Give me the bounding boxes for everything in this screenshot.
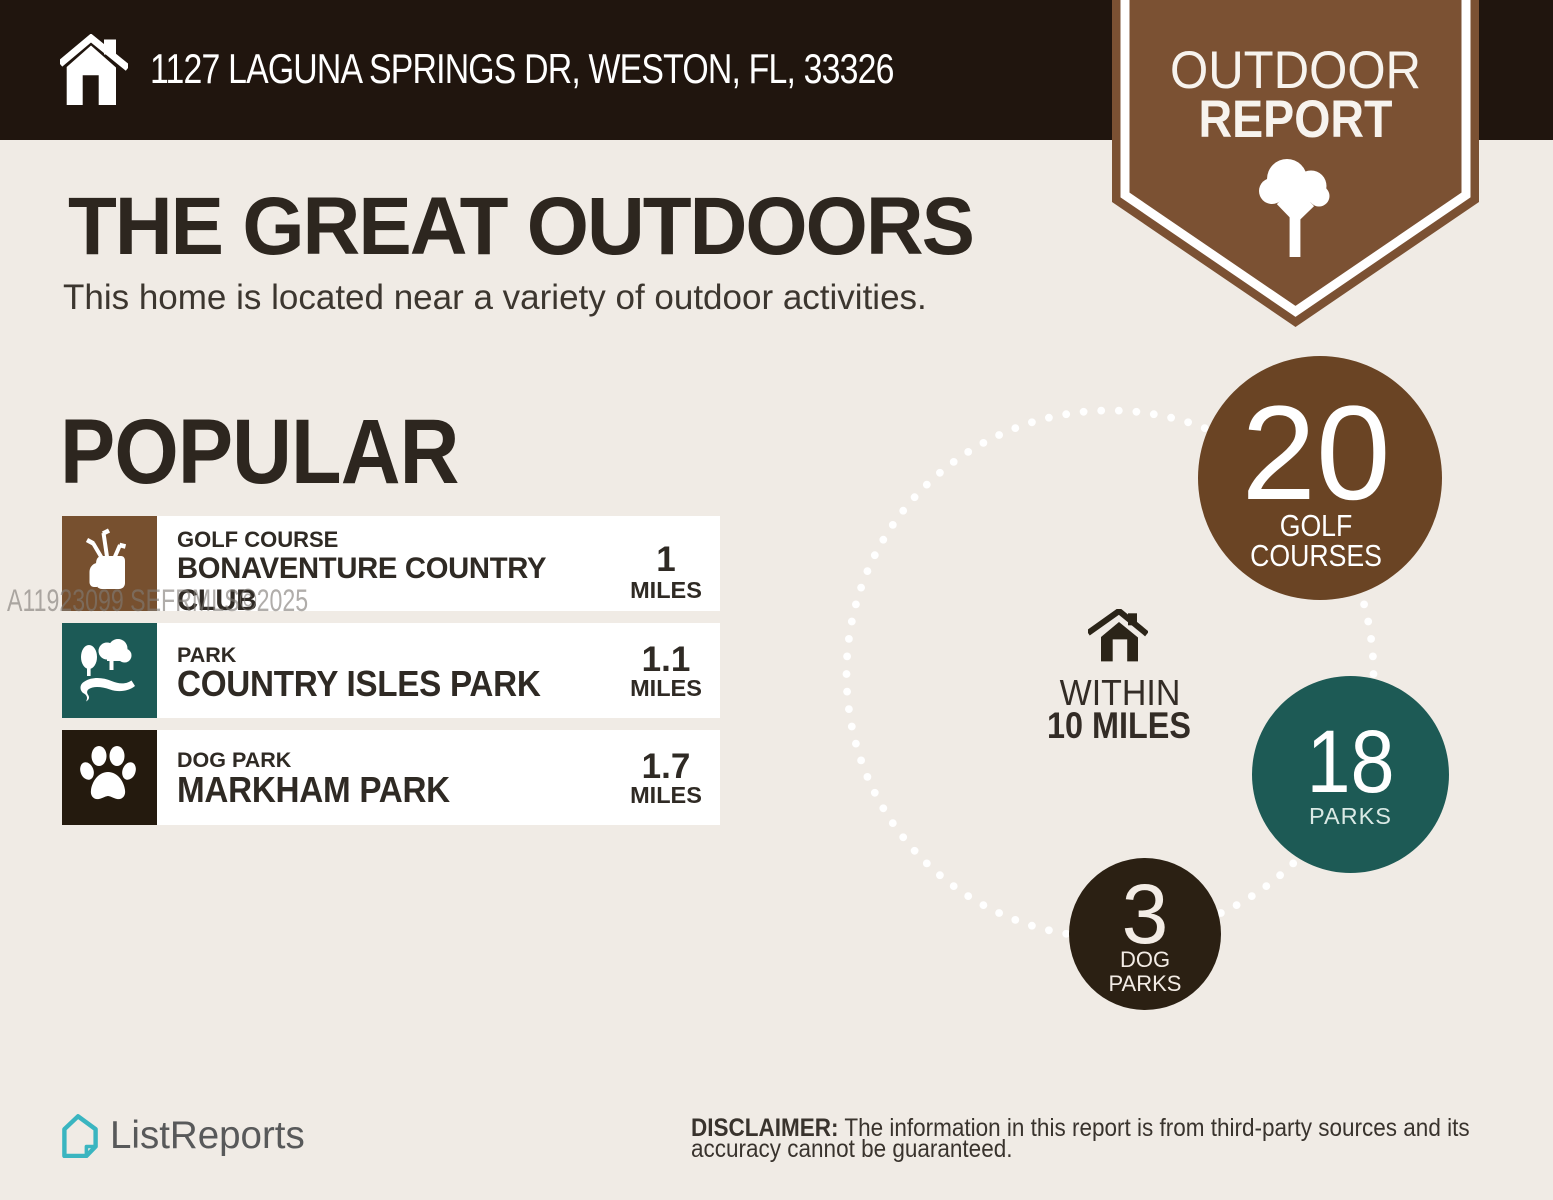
svg-text:OUTDOOR: OUTDOOR <box>1170 41 1421 100</box>
svg-text:REPORT: REPORT <box>1199 90 1393 149</box>
